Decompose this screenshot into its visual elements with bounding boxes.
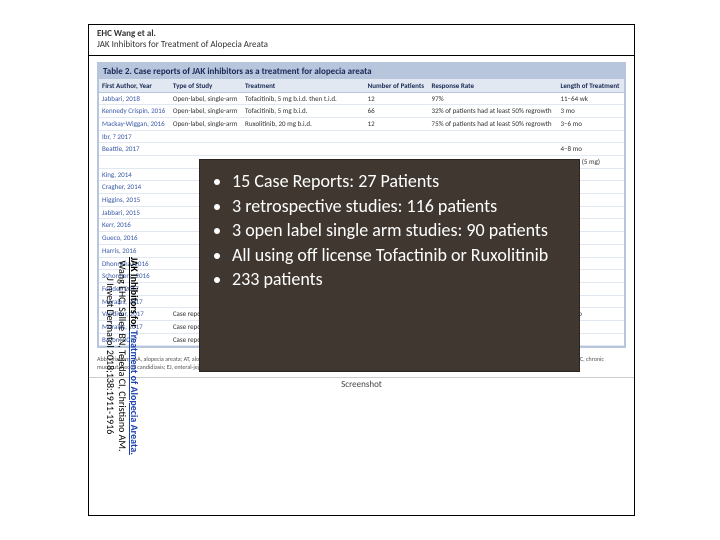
table-cell: Tofacitinib, 5 mg b.i.d. then t.i.d.: [242, 92, 365, 105]
table-cell: [557, 130, 624, 143]
table-cell: Higgins, 2015: [99, 194, 170, 207]
summary-bullet: 3 retrospective studies: 116 patients: [232, 195, 565, 218]
table-cell: Open-label, single-arm: [170, 105, 242, 118]
table-cell: Kennedy Crispin, 2016: [99, 105, 170, 118]
citation-title-link[interactable]: Treatment of Alopecia Areata.: [128, 330, 141, 455]
table-cell: Beattie, 2017: [99, 143, 170, 156]
table-row: Mackay-Wiggan, 2016Open-label, single-ar…: [99, 117, 624, 130]
table-cell: [429, 143, 558, 156]
table-cell: 3–6 mo: [557, 117, 624, 130]
table-header-cell: First Author, Year: [99, 79, 170, 93]
table-cell: 66: [365, 105, 429, 118]
summary-bullet: 15 Case Reports: 27 Patients: [232, 170, 565, 193]
citation-authors: Wang EHC, Sallee BN, Tejeda CI, Christia…: [116, 206, 128, 506]
table-row: Kennedy Crispin, 2016Open-label, single-…: [99, 105, 624, 118]
table-2-title: Table 2. Case reports of JAK inhibitors …: [99, 64, 624, 79]
table-header-cell: Number of Patients: [365, 79, 429, 93]
table-header-cell: Response Rate: [429, 79, 558, 93]
table-cell: 75% of patients had at least 50% regrowt…: [429, 117, 558, 130]
summary-overlay-box: 15 Case Reports: 27 Patients3 retrospect…: [199, 159, 580, 372]
table-cell: [99, 156, 170, 169]
table-cell: [429, 130, 558, 143]
citation-journal: J Invest Dermatol 2018;138:1911-1916: [104, 206, 116, 506]
table-cell: [242, 143, 365, 156]
summary-bullet: All using off license Tofactinib or Ruxo…: [232, 244, 565, 267]
table-cell: 12: [365, 117, 429, 130]
table-header-cell: Length of Treatment: [557, 79, 624, 93]
paper-running-head-title: JAK Inhibitors for Treatment of Alopecia…: [97, 40, 626, 51]
table-header-cell: Treatment: [242, 79, 365, 93]
table-cell: Ruxolitinib, 20 mg b.i.d.: [242, 117, 365, 130]
table-header-cell: Type of Study: [170, 79, 242, 93]
table-cell: Jabbari, 2018: [99, 92, 170, 105]
table-cell: King, 2014: [99, 168, 170, 181]
table-row: Beattie, 2017 4–8 mo: [99, 143, 624, 156]
summary-bullet: 3 open label single arm studies: 90 pati…: [232, 219, 565, 242]
table-cell: 3 mo: [557, 105, 624, 118]
table-cell: 11–64 wk: [557, 92, 624, 105]
citation-title: JAK Inhibitors for Treatment of Alopecia…: [128, 206, 140, 506]
table-cell: Open-label, single-arm: [170, 92, 242, 105]
table-cell: [170, 143, 242, 156]
table-cell: [365, 143, 429, 156]
summary-bullet: 233 patients: [232, 268, 565, 291]
table-cell: 32% of patients had at least 50% regrowt…: [429, 105, 558, 118]
table-row: Ibr, ? 2017: [99, 130, 624, 143]
table-cell: Cragher, 2014: [99, 181, 170, 194]
screenshot-label: Screenshot: [89, 377, 634, 390]
table-cell: Open-label, single-arm: [170, 117, 242, 130]
table-cell: [170, 130, 242, 143]
summary-bullet-list: 15 Case Reports: 27 Patients3 retrospect…: [214, 170, 565, 291]
table-cell: [242, 130, 365, 143]
table-cell: 12: [365, 92, 429, 105]
table-cell: Tofacitinib, 5 mg b.i.d.: [242, 105, 365, 118]
citation-sidebar: JAK Inhibitors for Treatment of Alopecia…: [104, 206, 140, 506]
citation-title-plain: JAK Inhibitors for: [128, 257, 141, 330]
table-row: Jabbari, 2018Open-label, single-armTofac…: [99, 92, 624, 105]
table-cell: 97%: [429, 92, 558, 105]
table-cell: [365, 130, 429, 143]
table-cell: 4–8 mo: [557, 143, 624, 156]
table-cell: Ibr, ? 2017: [99, 130, 170, 143]
table-cell: Mackay-Wiggan, 2016: [99, 117, 170, 130]
table-header-row: First Author, YearType of StudyTreatment…: [99, 79, 624, 93]
paper-running-head: EHC Wang et al. JAK Inhibitors for Treat…: [89, 25, 634, 56]
